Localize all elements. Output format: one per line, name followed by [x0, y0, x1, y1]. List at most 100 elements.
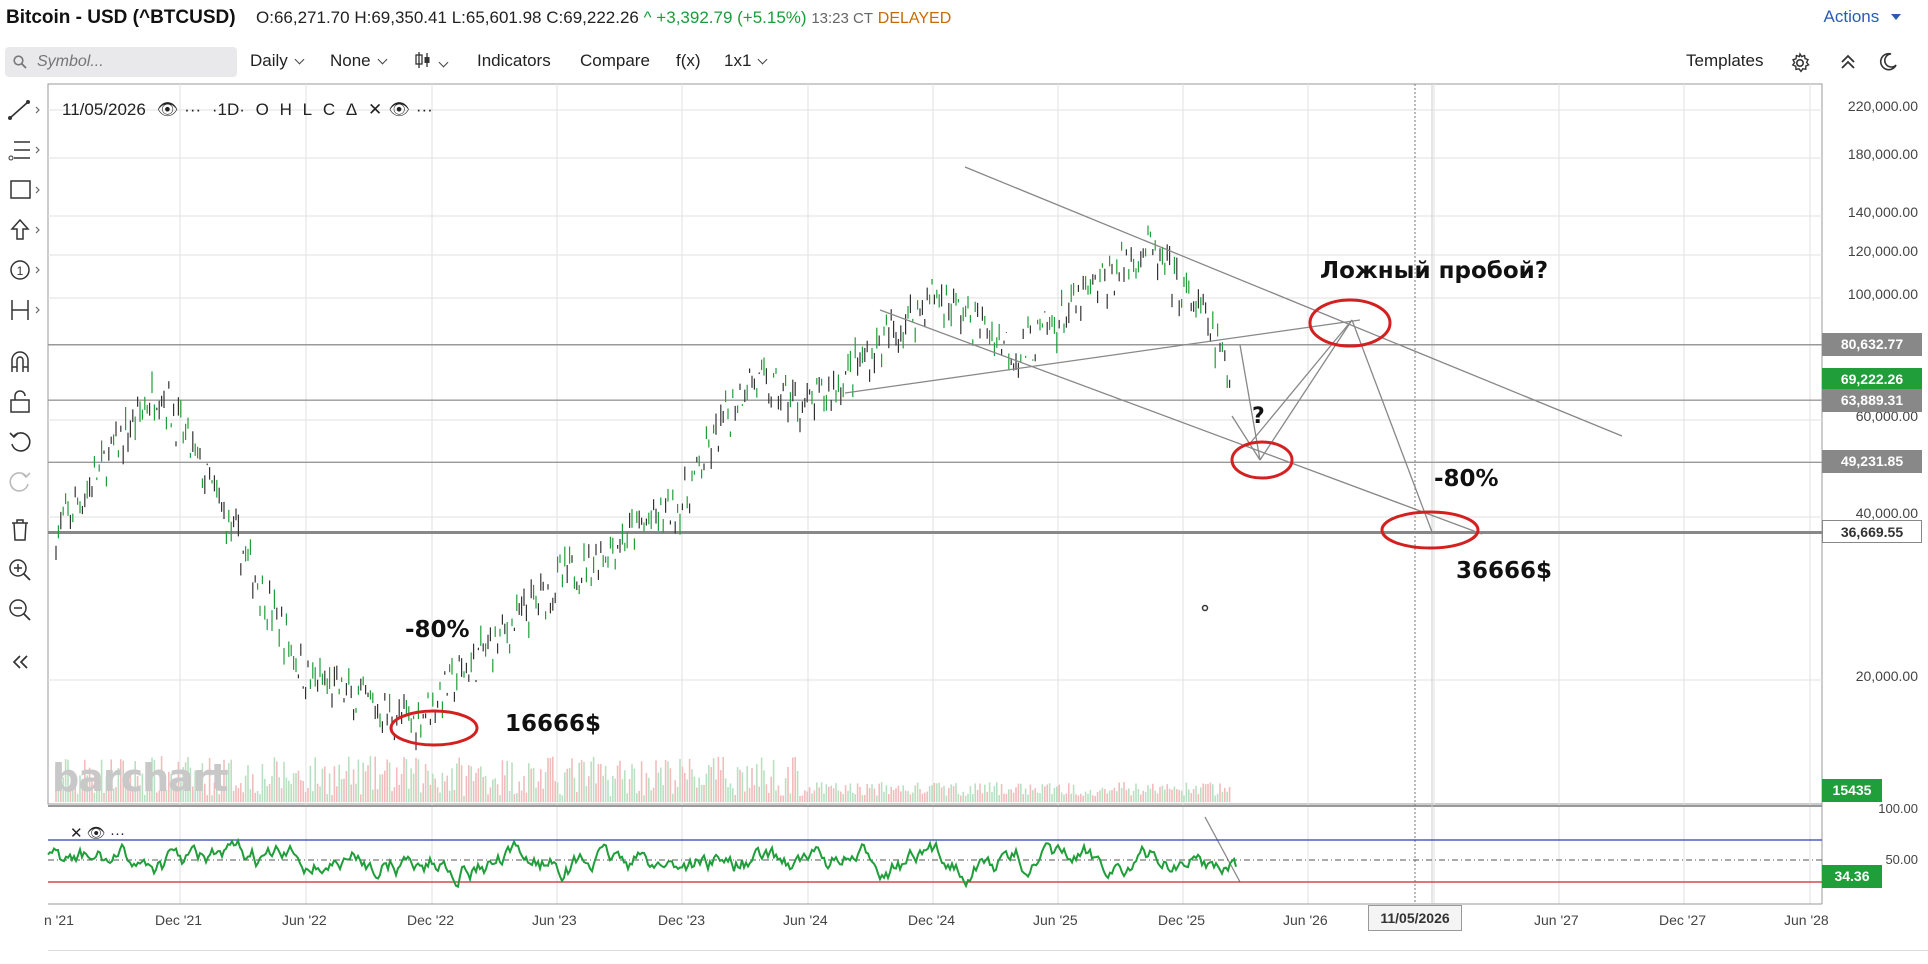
delete-tool[interactable] [6, 516, 42, 544]
more-icon[interactable]: ··· [184, 100, 202, 119]
volume-bar [715, 779, 717, 802]
zoom-in-tool[interactable] [6, 556, 42, 584]
compare-button[interactable]: Compare [580, 51, 650, 70]
volume-bar [266, 786, 268, 802]
volume-bar [652, 787, 655, 802]
note-tool[interactable]: 1 [6, 256, 42, 284]
volume-bar [645, 772, 648, 802]
interval-select[interactable]: Daily [250, 51, 305, 71]
layout-select[interactable]: 1x1 [724, 51, 768, 71]
volume-bar [732, 788, 734, 802]
volume-bar [609, 795, 612, 802]
magnet-icon [11, 351, 29, 372]
volume-bar [568, 767, 571, 802]
volume-bar [1192, 789, 1195, 802]
volume-bar [369, 756, 372, 802]
volume-bar [1128, 788, 1130, 802]
collapse-up-icon[interactable] [1838, 52, 1858, 72]
volume-bar [1142, 790, 1144, 802]
x-tick-label: Jun '28 [1784, 912, 1829, 928]
rectangle-tool[interactable] [6, 176, 42, 204]
volume-bar [271, 776, 273, 802]
volume-bar [710, 767, 712, 802]
volume-bar [345, 771, 348, 802]
volume-bar [261, 764, 264, 802]
eye-icon[interactable]: 👁 [388, 100, 410, 119]
chart-type-select[interactable] [414, 51, 449, 74]
actions-menu[interactable]: Actions [1824, 7, 1902, 27]
annotation-target-bottom: 16666$ [505, 711, 602, 737]
volume-bar [1214, 795, 1216, 802]
volume-bar [458, 757, 460, 802]
volume-bar [895, 788, 897, 802]
volume-bar [873, 788, 876, 802]
trendline [1259, 319, 1353, 461]
volume-bar [720, 769, 722, 802]
more-icon[interactable]: ··· [415, 100, 433, 119]
fx-button[interactable]: f(x) [676, 51, 701, 70]
volume-bar [350, 784, 352, 802]
close-icon[interactable]: ✕ [367, 100, 383, 119]
lock-tool[interactable] [6, 388, 42, 416]
volume-bar [429, 784, 432, 802]
volume-bar [456, 763, 458, 802]
volume-bar [1077, 795, 1080, 802]
arrow-tool[interactable] [6, 216, 42, 244]
volume-bar [787, 766, 789, 802]
redo-tool[interactable] [6, 468, 42, 496]
trendline-tool[interactable] [6, 96, 42, 124]
magnet-tool[interactable] [6, 348, 42, 376]
crosshair-date-label: 11/05/2026 [1368, 905, 1462, 931]
volume-bar [441, 772, 444, 802]
volume-bar [1051, 794, 1053, 802]
volume-bar [357, 759, 360, 802]
eye-icon[interactable]: 👁 [156, 100, 179, 119]
volume-bar [1171, 789, 1173, 802]
volume-bar [302, 780, 304, 802]
timeframe-bar [48, 950, 1928, 964]
volume-bar [1216, 793, 1219, 802]
volume-bar [523, 775, 525, 802]
symbol-search-input[interactable] [5, 47, 237, 77]
measure-icon [11, 300, 40, 320]
volume-bar [1209, 782, 1212, 802]
rsi-legend-controls[interactable]: ✕ 👁 ··· [70, 825, 125, 842]
volume-bar [708, 764, 710, 802]
zoom-out-tool[interactable] [6, 596, 42, 624]
dark-mode-icon[interactable] [1878, 52, 1898, 72]
fib-tool[interactable] [6, 136, 42, 164]
volume-bar [1152, 783, 1154, 802]
volume-bar [554, 781, 556, 802]
volume-bar [926, 791, 928, 802]
svg-text:1: 1 [17, 264, 24, 278]
volume-bar [1195, 785, 1197, 802]
volume-bar [1120, 787, 1123, 802]
eye-icon[interactable]: 👁 [86, 825, 106, 842]
volume-bar [902, 785, 904, 802]
measure-tool[interactable] [6, 296, 42, 324]
volume-bar [252, 774, 254, 802]
volume-bar [259, 794, 261, 802]
collapse-sidebar-button[interactable] [6, 648, 42, 676]
layout-label: 1x1 [724, 51, 752, 70]
volume-bar [861, 795, 864, 802]
volume-bar [230, 759, 232, 802]
volume-bar [1032, 790, 1034, 802]
overlay-select[interactable]: None [330, 51, 388, 71]
x-tick-label: Dec '25 [1158, 912, 1206, 928]
volume-bar [1137, 788, 1140, 802]
double-chevron-left-icon [12, 655, 28, 669]
undo-tool[interactable] [6, 428, 42, 456]
volume-bar [777, 785, 780, 802]
rsi-tick-label: 100.00 [1878, 801, 1918, 816]
volume-bar [333, 766, 336, 802]
volume-bar [324, 766, 326, 802]
trendline-icon [8, 100, 40, 120]
indicators-button[interactable]: Indicators [477, 51, 551, 70]
volume-bar [340, 779, 343, 802]
level-box: 63,889.31 [1822, 389, 1922, 412]
templates-button[interactable]: Templates [1686, 51, 1764, 70]
gear-icon[interactable] [1789, 52, 1811, 74]
x-tick-label: Dec '23 [658, 912, 706, 928]
